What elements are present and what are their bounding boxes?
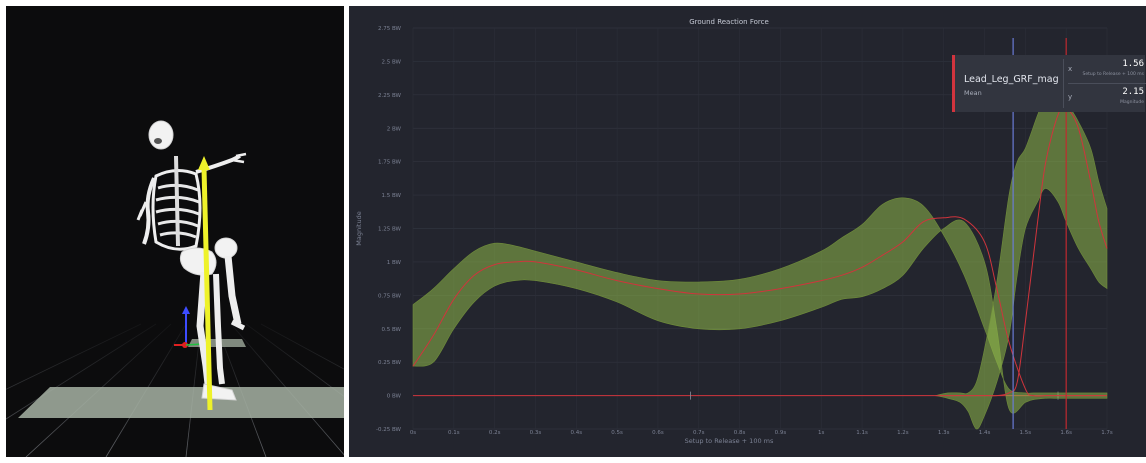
- mean-lines: [412, 106, 1108, 397]
- x-tick-label: 0.4s: [570, 430, 582, 436]
- tooltip-x-key: x: [1068, 65, 1073, 73]
- tooltip-stat: Mean: [964, 89, 982, 97]
- std-bands: [412, 87, 1108, 430]
- y-tick-label: 0.25 BW: [378, 360, 402, 366]
- tooltip-y-key: y: [1068, 93, 1073, 101]
- tooltip-y-row: y 2.15 Magnitude: [1068, 84, 1146, 111]
- force-plate-front: [18, 387, 344, 418]
- y-tick-label: -0.25 BW: [376, 427, 402, 433]
- y-tick-label: 2.5 BW: [381, 59, 401, 65]
- x-tick-label: 1.3s: [938, 430, 950, 436]
- x-tick-label: 0.7s: [693, 430, 705, 436]
- y-tick-label: 0.5 BW: [381, 327, 401, 333]
- x-tick-label: 1.5s: [1020, 430, 1032, 436]
- x-axis-title: Setup to Release + 100 ms: [685, 437, 774, 445]
- hover-tooltip: Lead_Leg_GRF_mag Mean x 1.56 Setup to Re…: [952, 55, 1146, 112]
- gridlines: [412, 27, 1108, 430]
- x-tick-label: 0.9s: [775, 430, 787, 436]
- x-tick-label: 0.1s: [448, 430, 460, 436]
- skeleton-viewer[interactable]: [6, 6, 344, 457]
- x-tick-label: 1.2s: [897, 430, 909, 436]
- x-tick-label: 1.4s: [979, 430, 991, 436]
- mean-line: [935, 106, 1108, 397]
- x-tick-label: 0.2s: [489, 430, 501, 436]
- x-tick-label: 0.5s: [611, 430, 623, 436]
- x-tick-label: 1.1s: [856, 430, 868, 436]
- y-tick-label: 1 BW: [387, 260, 402, 266]
- x-tick-label: 1.7s: [1101, 430, 1113, 436]
- x-tick-label: 1.6s: [1060, 430, 1072, 436]
- y-tick-labels: -0.25 BW 0 BW 0.25 BW 0.5 BW 0.75 BW 1 BW 1.25…: [376, 26, 402, 433]
- y-tick-label: 1.5 BW: [381, 193, 401, 199]
- y-tick-label: 2 BW: [387, 126, 402, 132]
- x-tick-labels: 0s 0.1s 0.2s 0.3s 0.4s 0.5s 0.6s 0.7s 0.8s 0.9s 1s…: [410, 430, 1113, 436]
- x-tick-label: 1s: [818, 430, 824, 436]
- std-band: [935, 87, 1108, 430]
- y-tick-label: 2.25 BW: [378, 93, 402, 99]
- y-tick-label: 2.75 BW: [378, 26, 402, 32]
- y-tick-label: 1.75 BW: [378, 160, 402, 166]
- y-tick-label: 0.75 BW: [378, 293, 402, 299]
- grf-chart-panel: Ground Reaction Force Magnitude Setup to…: [349, 6, 1146, 457]
- y-tick-label: 0 BW: [387, 394, 402, 400]
- x-tick-label: 0s: [410, 430, 416, 436]
- skeleton-scene: [6, 120, 344, 457]
- mean-line: [412, 216, 1107, 397]
- tooltip-divider: [1063, 59, 1064, 108]
- force-vector: [198, 156, 213, 411]
- y-axis-title: Magnitude: [355, 211, 363, 245]
- tooltip-x-value: 1.56: [1122, 59, 1144, 69]
- tooltip-x-unit: Setup to Release + 100 ms: [1082, 72, 1144, 77]
- tooltip-y-unit: Magnitude: [1120, 100, 1144, 105]
- tooltip-series-name: Lead_Leg_GRF_mag: [964, 74, 1059, 85]
- skeleton-figure: [136, 120, 247, 401]
- x-tick-label: 0.3s: [530, 430, 542, 436]
- axis-gizmo: [174, 306, 203, 348]
- tooltip-y-value: 2.15: [1122, 87, 1144, 97]
- tooltip-x-row: x 1.56 Setup to Release + 100 ms: [1068, 56, 1146, 84]
- x-tick-label: 0.6s: [652, 430, 664, 436]
- x-tick-label: 0.8s: [734, 430, 746, 436]
- std-band: [412, 197, 1108, 414]
- y-tick-label: 1.25 BW: [378, 227, 402, 233]
- chart-title: Ground Reaction Force: [689, 18, 769, 26]
